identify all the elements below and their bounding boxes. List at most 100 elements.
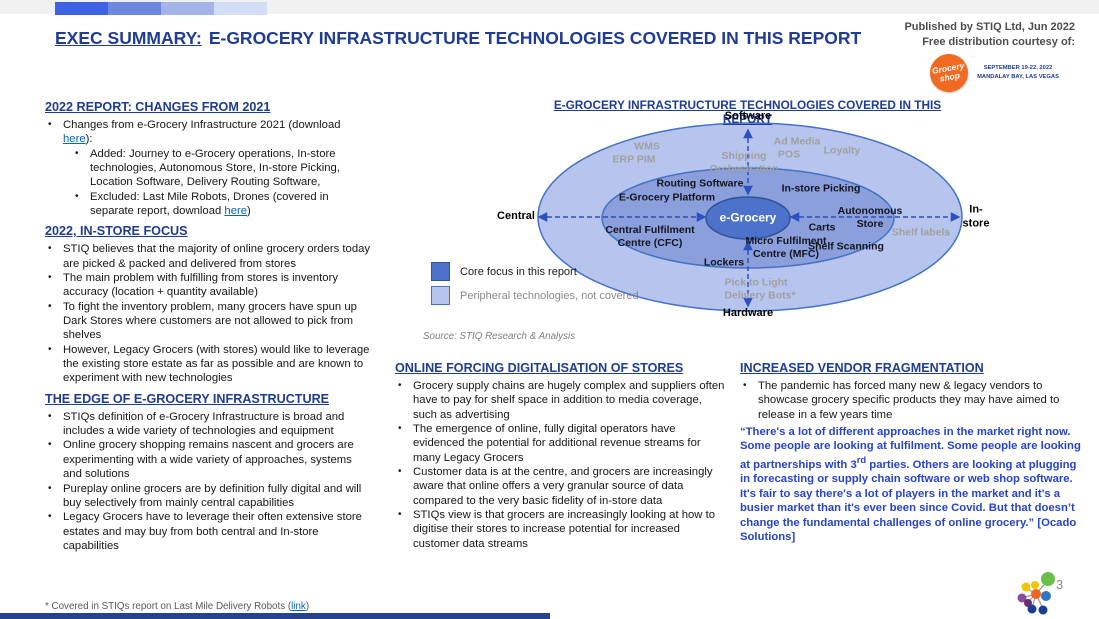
label-cfc: Central Fulfilment Centre (CFC) — [605, 223, 695, 249]
text-segment: Excluded: Last Mile Robots, Drones (cove… — [90, 190, 329, 218]
bullet-list: • STIQs definition of e-Grocery Infrastru… — [45, 410, 372, 553]
bullet-item: • The pandemic has forced many new & lega… — [740, 379, 1085, 422]
axis-label-central: Central — [497, 210, 535, 223]
label-pick-to-light: Pick to Light — [724, 276, 788, 289]
source-note: Source: STIQ Research & Analysis — [423, 331, 576, 342]
bullet-text: The emergence of online, fully digital o… — [413, 422, 725, 465]
section-heading: 2022, IN-STORE FOCUS — [45, 224, 188, 239]
gradient-square — [108, 2, 161, 15]
bullet-text: Changes from e-Grocery Infrastructure 20… — [63, 118, 372, 147]
label-shipping-orchestration: Shipping Orchestration — [709, 149, 779, 175]
text-segment: Added: Journey to e-Grocery operations, … — [90, 147, 340, 189]
text-segment: ) — [247, 205, 251, 218]
axis-label-instore: In-store — [962, 203, 990, 229]
published-by: Published by STIQ Ltd, Jun 2022 Free dis… — [904, 20, 1075, 51]
bullet-list: • The pandemic has forced many new & lega… — [740, 379, 1085, 422]
axis-arrows — [537, 128, 961, 308]
bullet-item: • Online grocery shopping remains nascent… — [45, 438, 372, 481]
label-pos: POS — [777, 148, 801, 161]
text-segment: The main problem with fulfilling from st… — [63, 272, 338, 299]
bullet-item: • Customer data is at the centre, and gro… — [395, 465, 725, 508]
left-column: 2022 REPORT: CHANGES FROM 2021 • Changes … — [45, 100, 372, 559]
diagram-title: E-GROCERY INFRASTRUCTURE TECHNOLOGIES CO… — [553, 98, 942, 126]
label-erp-pim: ERP PIM — [612, 153, 656, 166]
diagram-center-label: e-Grocery — [719, 210, 777, 225]
section-heading: INCREASED VENDOR FRAGMENTATION — [740, 361, 984, 375]
inline-link[interactable]: here — [63, 133, 86, 146]
stiq-logo — [1017, 572, 1055, 615]
inline-link[interactable]: here — [224, 205, 248, 218]
bullet-list: • Changes from e-Grocery Infrastructure 2… — [45, 118, 372, 218]
bullet-text: To fight the inventory problem, many gro… — [63, 300, 372, 343]
text-segment: parties. Others are looking at plugging … — [740, 458, 1077, 543]
bullet-text: Online grocery shopping remains nascent … — [63, 438, 372, 481]
legend-label-core: Core focus in this report — [460, 265, 577, 278]
published-line1: Published by STIQ Ltd, Jun 2022 — [904, 21, 1075, 33]
bullet-marker: • — [743, 379, 747, 391]
text-segment: “There's a lot of different approaches i… — [740, 426, 1081, 471]
top-bar — [0, 0, 1099, 15]
legend-swatch-peripheral — [431, 286, 450, 305]
right-column: INCREASED VENDOR FRAGMENTATION • The pand… — [740, 361, 1085, 550]
label-delivery-bots: Delivery Bots* — [724, 289, 796, 302]
text-segment: Customer data is at the centre, and groc… — [413, 466, 713, 507]
bullet-marker: • — [398, 509, 402, 521]
legend-label-peripheral: Peripheral technologies, not covered — [460, 289, 639, 302]
text-segment: STIQ believes that the majority of onlin… — [63, 243, 371, 270]
legend-swatch-core — [431, 262, 450, 281]
bullet-marker: • — [48, 118, 52, 130]
bullet-text: However, Legacy Grocers (with stores) wo… — [63, 343, 372, 386]
label-instore-picking: In-store Picking — [781, 182, 861, 195]
bullet-marker: • — [48, 300, 52, 312]
text-segment: Grocery supply chains are hugely complex… — [413, 379, 725, 421]
published-line2: Free distribution courtesy of: — [922, 36, 1075, 49]
bullet-item: • Legacy Grocers have to leverage their o… — [45, 510, 372, 553]
legend-row-peripheral: Peripheral technologies, not covered — [431, 286, 639, 305]
page-title-rest: E-GROCERY INFRASTRUCTURE TECHNOLOGIES CO… — [208, 28, 862, 48]
inline-link[interactable]: link — [291, 601, 306, 612]
text-segment: ) — [305, 601, 310, 612]
section-heading: ONLINE FORCING DIGITALISATION OF STORES — [395, 361, 684, 375]
gradient-square — [55, 2, 108, 15]
bullet-list: • STIQ believes that the majority of onli… — [45, 242, 372, 385]
section-heading: 2022 REPORT: CHANGES FROM 2021 — [45, 100, 271, 114]
event-details: SEPTEMBER 19-22, 2022 MANDALAY BAY, LAS … — [977, 65, 1059, 80]
bullet-item: • However, Legacy Grocers (with stores) w… — [45, 343, 372, 386]
label-carts: Carts — [808, 221, 836, 234]
label-ad-media: Ad Media — [773, 135, 821, 148]
bullet-item: • Added: Journey to e-Grocery operations,… — [45, 147, 372, 190]
bullet-item: • STIQ believes that the majority of onli… — [45, 242, 372, 271]
bullet-marker: • — [398, 466, 402, 478]
label-lockers: Lockers — [703, 256, 745, 269]
bullet-text: STIQ believes that the majority of onlin… — [63, 242, 372, 271]
bullet-text: The pandemic has forced many new & legac… — [758, 379, 1085, 422]
page-title-prefix: EXEC SUMMARY: — [55, 28, 202, 48]
bullet-item: • STIQs definition of e-Grocery Infrastru… — [45, 410, 372, 439]
label-shelf-labels: Shelf labels — [891, 226, 951, 239]
bullet-item: • Changes from e-Grocery Infrastructure 2… — [45, 118, 372, 147]
bullet-item: • Excluded: Last Mile Robots, Drones (cov… — [45, 190, 372, 219]
bullet-text: Added: Journey to e-Grocery operations, … — [90, 147, 372, 190]
bullet-text: STIQs definition of e-Grocery Infrastruc… — [63, 410, 372, 439]
label-shelf-scanning: Shelf Scanning — [808, 240, 884, 253]
bottom-bar — [0, 613, 550, 619]
ocado-quote: “There's a lot of different approaches i… — [740, 425, 1085, 544]
superscript-text: rd — [856, 453, 867, 465]
section-2022-report-changes: 2022 REPORT: CHANGES FROM 2021 • Changes … — [45, 100, 372, 218]
text-segment: The pandemic has forced many new & legac… — [758, 379, 1060, 421]
section-online-digitalisation: ONLINE FORCING DIGITALISATION OF STORES … — [395, 361, 725, 551]
label-routing-software: Routing Software — [656, 177, 744, 190]
text-segment: The emergence of online, fully digital o… — [413, 423, 701, 464]
bullet-list: • Grocery supply chains are hugely comple… — [395, 379, 725, 551]
bullet-item: • The emergence of online, fully digital … — [395, 422, 725, 465]
axis-label-software: Software — [724, 110, 772, 123]
bullet-marker: • — [48, 410, 52, 422]
legend-row-core: Core focus in this report — [431, 262, 639, 281]
bullet-item: • Pureplay online grocers are by definiti… — [45, 482, 372, 511]
bullet-text: Excluded: Last Mile Robots, Drones (cove… — [90, 190, 372, 219]
axis-label-hardware: Hardware — [722, 307, 774, 320]
section-heading: THE EDGE OF E-GROCERY INFRASTRUCTURE — [45, 391, 330, 406]
bullet-item: • The main problem with fulfilling from s… — [45, 271, 372, 300]
bullet-text: Customer data is at the centre, and groc… — [413, 465, 725, 508]
